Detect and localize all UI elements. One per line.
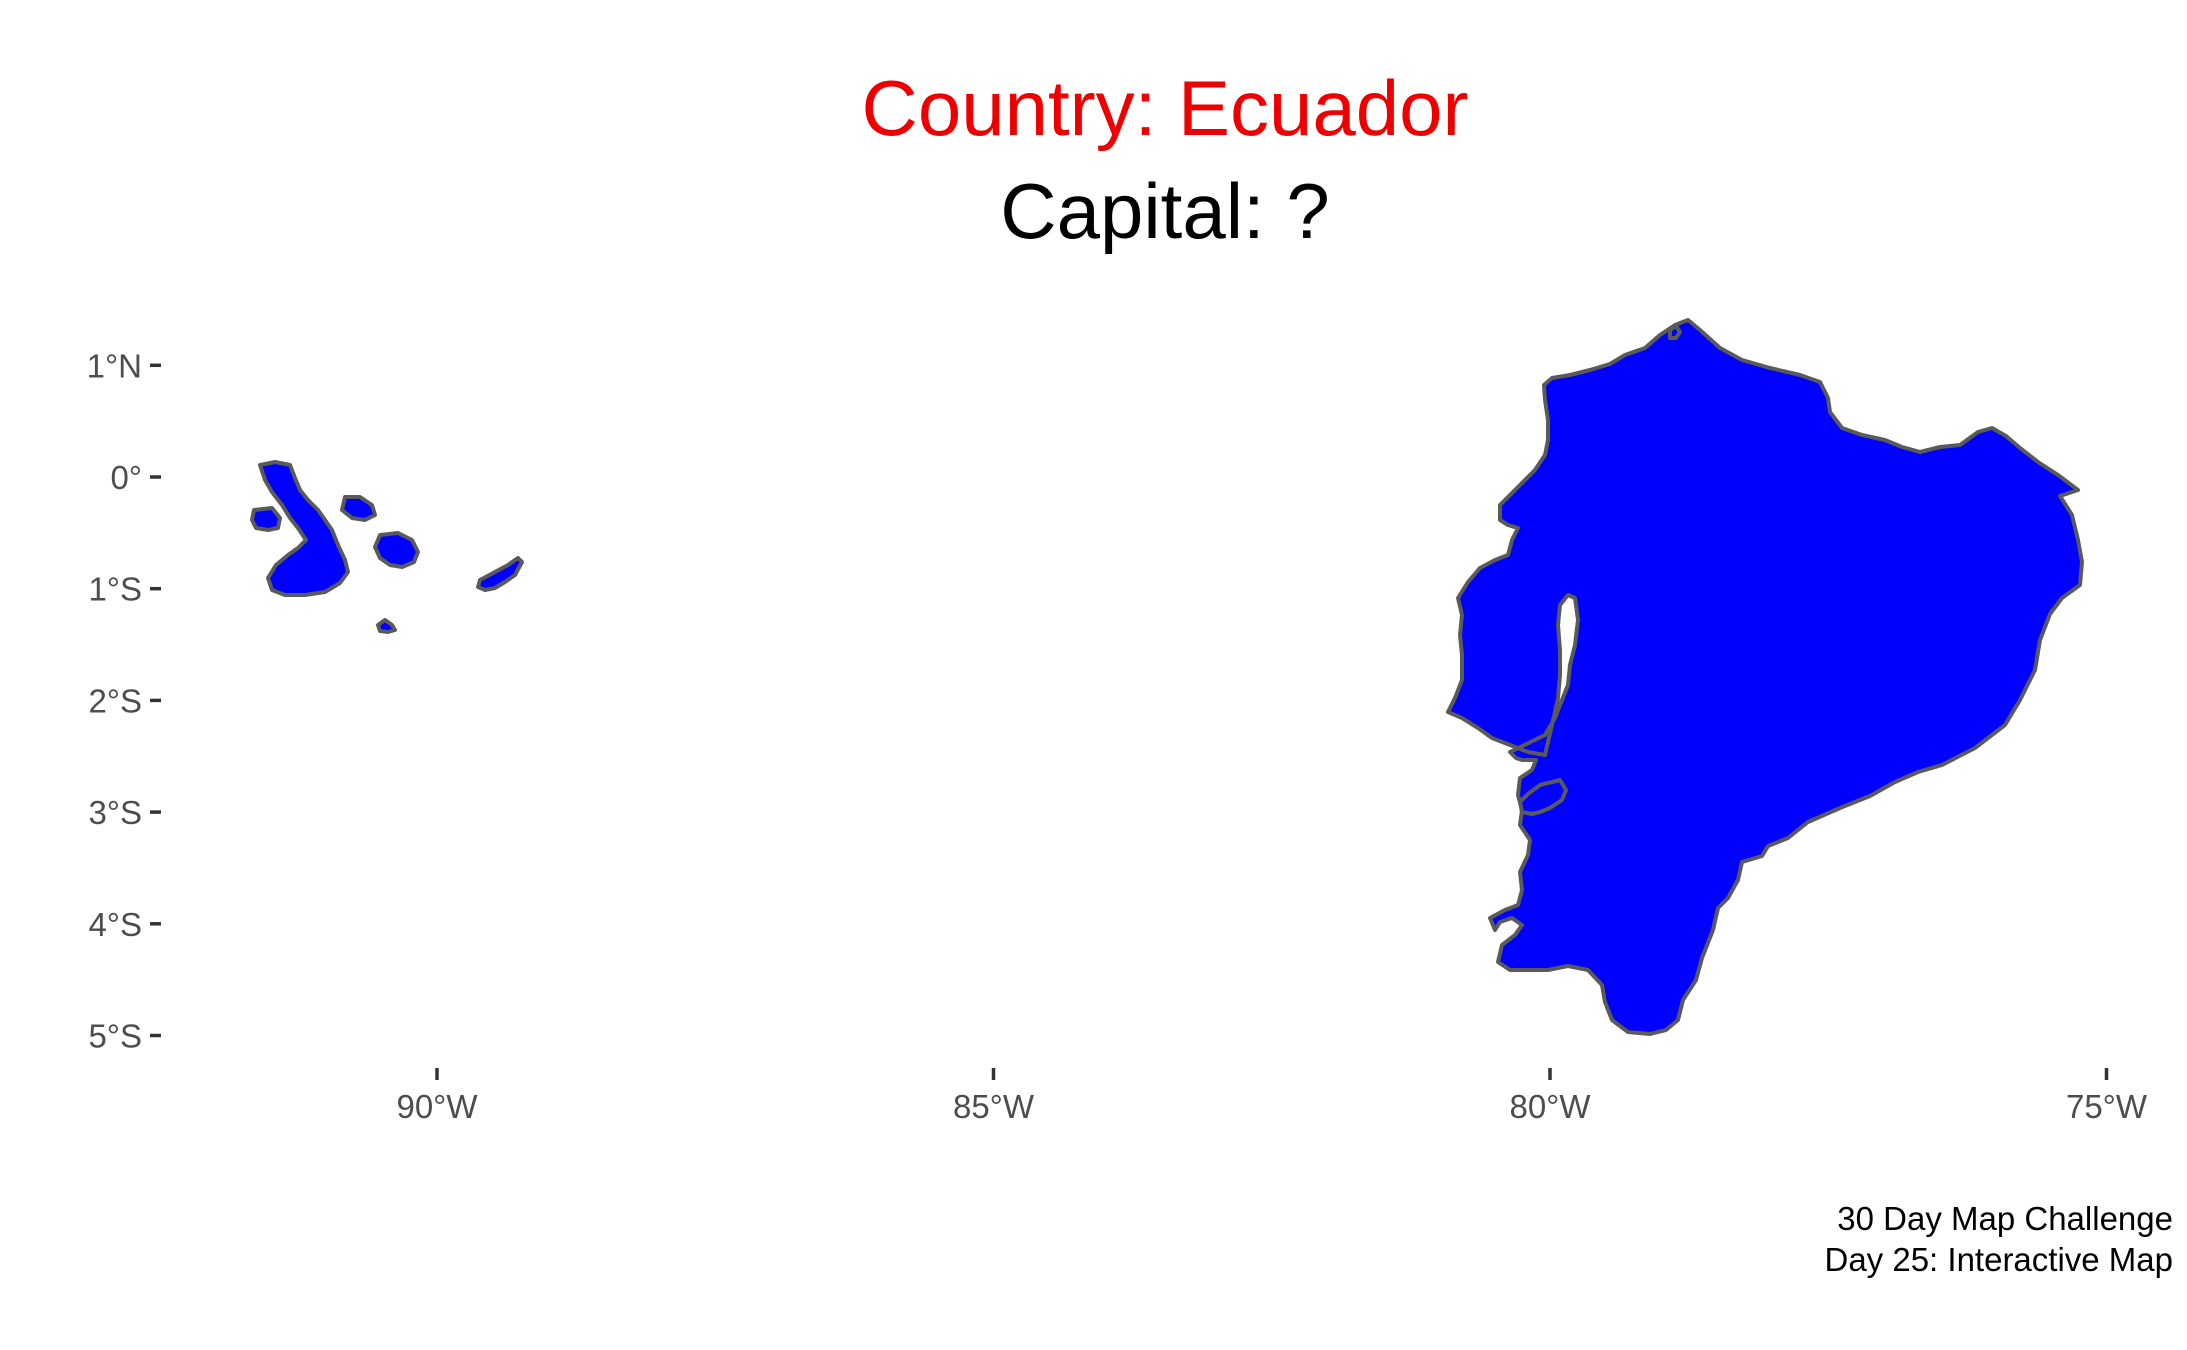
lat-tick-label-4: 3°S (88, 794, 142, 831)
lon-tick-label-0: 90°W (396, 1088, 478, 1125)
santa-cruz-island[interactable] (373, 531, 420, 569)
lat-tick-label-3: 2°S (88, 682, 142, 719)
latitude-axis: 1°N 0° 1°S 2°S 3°S 4°S 5°S (87, 347, 161, 1055)
ecuador-map[interactable] (250, 318, 2084, 1036)
puna-island[interactable] (1518, 778, 1568, 816)
lat-tick-label-2: 1°S (88, 571, 142, 608)
capital-title: Capital: ? (1000, 167, 1330, 255)
lat-tick-label-5: 4°S (88, 906, 142, 943)
caption-line1: 30 Day Map Challenge (1837, 1200, 2173, 1237)
san-cristobal-island[interactable] (476, 556, 524, 592)
floreana-island[interactable] (376, 618, 397, 634)
isabela-island[interactable] (258, 460, 350, 597)
longitude-axis: 90°W 85°W 80°W 75°W (396, 1068, 2148, 1125)
northern-islet[interactable] (1668, 324, 1682, 340)
caption-line2: Day 25: Interactive Map (1825, 1241, 2174, 1278)
lat-tick-label-1: 0° (110, 459, 142, 496)
lat-tick-label-0: 1°N (87, 347, 142, 384)
lon-tick-label-3: 75°W (2066, 1088, 2148, 1125)
fernandina-island[interactable] (250, 506, 282, 532)
country-title: Country: Ecuador (862, 64, 1469, 152)
lon-tick-label-1: 85°W (953, 1088, 1035, 1125)
mainland-ecuador[interactable] (1446, 318, 2084, 1036)
lat-tick-label-6: 5°S (88, 1018, 142, 1055)
santiago-island[interactable] (340, 495, 377, 522)
lon-tick-label-2: 80°W (1509, 1088, 1591, 1125)
